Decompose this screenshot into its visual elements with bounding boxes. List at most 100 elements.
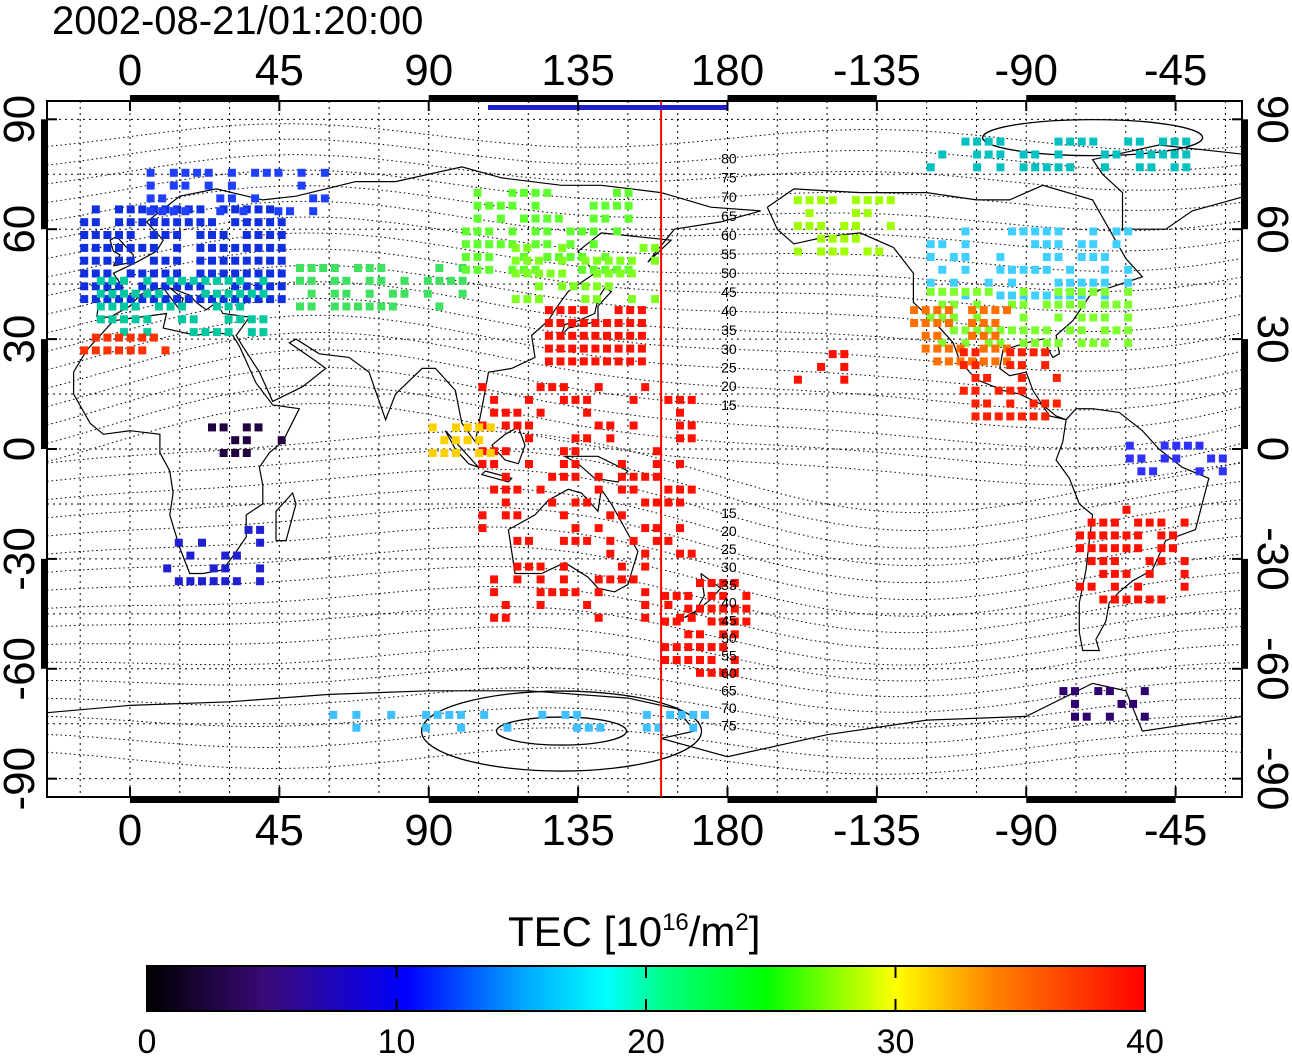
tec-pixel [232,551,241,560]
tec-pixel [1094,687,1103,696]
axis-bar-left [41,339,47,449]
tec-pixel [994,386,1003,395]
tec-pixel [329,710,338,719]
tec-pixel [627,256,636,265]
tec-pixel [1110,544,1119,553]
tec-pixel [91,295,100,304]
tec-pixel [330,289,339,298]
tec-pixel [594,472,603,481]
tec-pixel [204,168,213,177]
tec-pixel [115,243,123,252]
tec-pixel [1042,265,1051,274]
tec-pixel [1100,300,1109,309]
tec-pixel [435,276,444,285]
tec-pixel [149,333,158,342]
tec-pixel [938,313,947,322]
tec-pixel [1122,531,1131,540]
tec-pixel [1089,253,1098,261]
tec-pixel [1099,518,1108,527]
coastline-segment [444,430,479,468]
tec-pixel [687,485,696,494]
tec-pixel [944,319,953,327]
tec-pixel [707,643,716,652]
tec-pixel [624,214,633,223]
tec-pixel [536,562,545,571]
tec-pixel [719,591,728,600]
tec-pixel [707,617,716,626]
left-lat-label: 60 [0,205,44,254]
tec-pixel [201,328,210,337]
tec-pixel [614,319,623,327]
top-lon-label: 0 [118,46,142,95]
tec-pixel [531,201,540,210]
tec-pixel [558,269,567,278]
right-lat-label: 90 [1248,95,1292,144]
tec-pixel [1076,582,1084,591]
tec-pixel [594,485,603,494]
tec-pixel [581,282,590,291]
tec-pixel [296,276,304,285]
tec-pixel [143,276,152,285]
tec-pixel [154,289,163,298]
tec-pixel [604,269,613,278]
tec-pixel [503,723,512,732]
tec-pixel [840,247,849,256]
tec-pixel [501,447,510,456]
tec-pixel [224,289,233,298]
tec-pixel [266,205,275,214]
tec-pixel [536,588,545,597]
tec-pixel [108,276,117,285]
tec-pixel [606,421,615,430]
tec-pixel [991,357,1000,366]
tec-pixel [247,289,256,298]
tec-pixel [173,231,182,239]
tec-pixel [1077,240,1086,249]
tec-pixel [863,209,872,218]
tec-pixel [161,295,170,304]
tec-pixel [508,188,517,197]
tec-pixel [254,269,263,278]
tec-pixel [817,196,826,205]
tec-pixel [973,163,982,172]
tec-pixel [307,289,316,298]
tec-pixel [661,591,670,600]
tec-pixel [461,240,470,249]
tec-pixel [224,302,233,311]
tec-pixel [719,579,728,587]
tec-pixel [926,163,935,172]
tec-pixel [365,302,374,311]
mag-contour [47,349,1242,430]
tec-pixel [189,328,198,337]
colorbar-tick-label: 30 [877,1023,915,1057]
tec-pixel [852,196,860,205]
tec-pixel [684,604,693,613]
contour-label: 80 [721,151,737,167]
tec-pixel [664,536,673,545]
tec-pixel [525,536,533,545]
tec-pixel [236,302,245,311]
tec-pixel [661,617,670,626]
tec-pixel [161,346,170,355]
tec-pixel [330,276,339,285]
contour-label: 15 [721,505,737,521]
tec-pixel [126,205,135,214]
tec-pixel [115,256,123,265]
tec-pixel [594,613,603,622]
tec-pixel [676,524,684,533]
tec-pixel [536,601,545,609]
tec-pixel [354,264,362,272]
tec-pixel [996,291,1005,300]
right-lat-label: -60 [1248,637,1292,701]
tec-pixel [80,346,89,355]
tec-pixel [1124,227,1133,236]
tec-pixel [1099,595,1108,604]
tec-pixel [944,306,953,315]
coastline-segment [1091,144,1242,230]
tec-pixel [676,460,684,468]
tec-pixel [1054,339,1063,348]
tec-pixel [852,234,860,243]
tec-pixel [163,564,172,573]
tec-pixel [143,328,152,337]
tec-pixel [1087,544,1096,553]
tec-pixel [422,723,431,732]
